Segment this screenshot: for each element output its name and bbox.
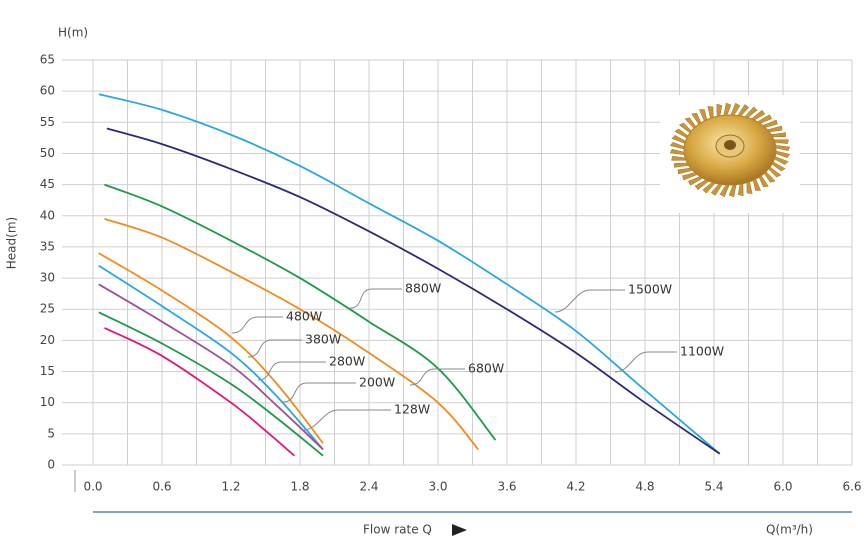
leader-line (409, 368, 465, 386)
y-tick-label: 55 (40, 115, 55, 129)
curve-label: 880W (405, 281, 441, 296)
x-tick-label: 3.6 (497, 480, 516, 494)
x-tick-label: 1.8 (290, 480, 309, 494)
y-tick-label: 65 (40, 53, 55, 67)
x-tick-label: 5.4 (704, 480, 723, 494)
leader-line (247, 339, 302, 358)
y-tick-label: 30 (40, 271, 55, 285)
curve (98, 264, 324, 451)
leader-line (349, 288, 402, 309)
x-tick-label: 1.2 (221, 480, 240, 494)
curve-label: 128W (394, 402, 430, 417)
curve (98, 252, 324, 444)
curve-label: 280W (329, 354, 365, 369)
y-tick-label: 60 (40, 84, 55, 98)
y-tick-label: 20 (40, 333, 55, 347)
y-axis-title: Head(m) (5, 217, 19, 269)
y-tick-label: 5 (47, 426, 55, 440)
curve (98, 311, 324, 457)
x-tick-label: 6.0 (773, 480, 792, 494)
grid: 0 5 10 15 20 25 30 35 40 45 50 55 60 65 0.0 0.6 1.2 1.8 2.… (40, 53, 862, 494)
curve (104, 218, 479, 451)
leader-line (257, 361, 326, 381)
curves (98, 93, 721, 457)
labels: 1500W 1100W 880W 680W 480W 380W 280W 200W 128W (231, 281, 724, 431)
leader-line (614, 351, 677, 373)
y-tick-label: 45 (40, 177, 55, 191)
y-tick-label: 25 (40, 302, 55, 316)
curve (98, 93, 721, 455)
curve-label: 200W (359, 375, 395, 390)
x-tick-label: 4.8 (635, 480, 654, 494)
y-tick-label: 0 (47, 458, 55, 472)
curve (106, 127, 721, 455)
x-tick-label: 2.4 (359, 480, 378, 494)
curve-label: 480W (286, 309, 322, 324)
impeller-image (660, 95, 800, 213)
x-axis-title: Flow rate Q (363, 523, 432, 537)
y-tick-label: 10 (40, 395, 55, 409)
y-tick-label: 35 (40, 239, 55, 253)
arrow-icon (452, 524, 467, 536)
curve-label: 1500W (628, 282, 672, 297)
curve (104, 327, 295, 457)
x-tick-label: 4.2 (566, 480, 585, 494)
leader-line (282, 382, 356, 403)
x-tick-label: 6.6 (842, 480, 861, 494)
y-tick-label: 50 (40, 146, 55, 160)
curve (98, 283, 324, 451)
x-tick-label: 0.0 (83, 480, 102, 494)
leader-line (231, 316, 283, 334)
x-tick-label: 3.0 (428, 480, 447, 494)
y-tick-label: 40 (40, 208, 55, 222)
y-label-top: H(m) (58, 26, 88, 40)
curve-label: 1100W (680, 344, 724, 359)
curve (104, 183, 497, 441)
curve-label: 380W (305, 332, 341, 347)
x-axis-unit: Q(m³/h) (766, 523, 813, 537)
x-tick-label: 0.6 (152, 480, 171, 494)
leader-line (302, 409, 391, 431)
leader-line (554, 289, 625, 313)
impeller-bore (724, 140, 736, 150)
y-tick-label: 15 (40, 364, 55, 378)
curve-label: 680W (468, 361, 504, 376)
